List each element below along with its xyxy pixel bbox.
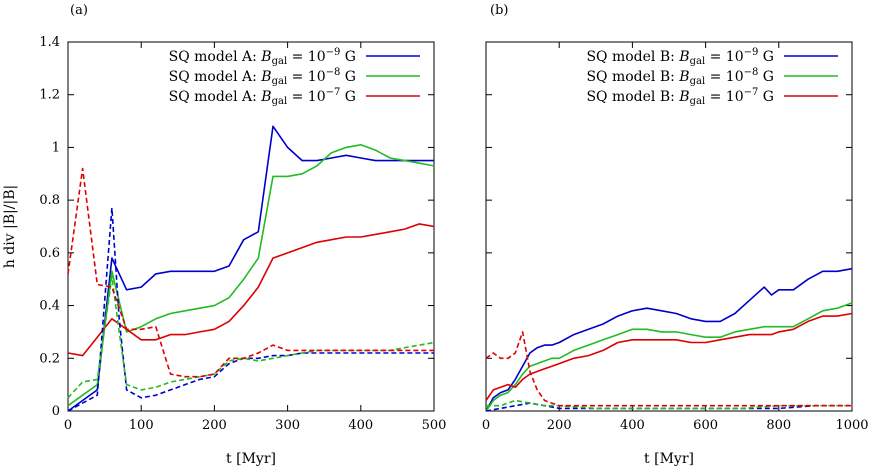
y-tick-label: 0.8: [39, 193, 60, 208]
y-tick-label: 0: [52, 404, 60, 419]
series-line-solid-2: [485, 312, 853, 401]
series-line-solid-2: [67, 223, 435, 357]
series-line-solid-0: [485, 267, 853, 412]
series-line-solid-1: [485, 302, 853, 412]
y-tick-label: 0.2: [39, 351, 60, 366]
panel-label: (b): [490, 3, 508, 18]
panel-label: (a): [70, 3, 88, 18]
x-tick-label: 800: [766, 418, 791, 433]
series-line-dashed-4: [67, 275, 435, 399]
x-tick-label: 400: [348, 418, 373, 433]
series-line-solid-1: [67, 144, 435, 407]
x-tick-label: 1000: [835, 418, 868, 433]
x-tick-label: 0: [64, 418, 72, 433]
series-line-dashed-5: [67, 167, 434, 378]
x-tick-label: 0: [482, 418, 490, 433]
y-tick-label: 1.2: [39, 88, 60, 103]
x-tick-label: 200: [202, 418, 227, 433]
y-tick-label: 0.6: [39, 246, 60, 261]
x-tick-label: 300: [275, 418, 300, 433]
y-tick-label: 1: [52, 140, 60, 155]
x-axis-label: t [Myr]: [226, 451, 276, 467]
plot-frame: [485, 41, 853, 412]
legend-label: SQ model A: Bgal = 10−8 G: [169, 67, 356, 87]
y-axis-label: h div |B|/|B|: [2, 185, 18, 268]
legend-label: SQ model A: Bgal = 10−7 G: [169, 87, 356, 107]
series-line-dashed-4: [486, 399, 852, 410]
panel-a: (a) 0 100 200 300 400 500 0 0.2 0.4 0.6 0.8 1 1.2 1.4 t…: [2, 3, 446, 467]
series-line-dashed-5: [485, 331, 852, 407]
legend-label: SQ model A: Bgal = 10−9 G: [169, 47, 356, 67]
y-tick-label: 0.4: [39, 299, 60, 314]
x-tick-label: 400: [620, 418, 645, 433]
x-tick-label: 100: [129, 418, 154, 433]
panel-b: (b) 0 200 400 600 800 1000 t [Myr] SQ model B: B…: [482, 3, 869, 467]
series-line-dashed-3: [67, 207, 434, 412]
legend-label: SQ model B: Bgal = 10−9 G: [586, 47, 774, 67]
legend-label: SQ model B: Bgal = 10−8 G: [586, 67, 774, 87]
x-tick-label: 200: [547, 418, 572, 433]
y-tick-label: 1.4: [39, 35, 60, 50]
x-tick-label: 500: [422, 418, 447, 433]
x-tick-label: 600: [693, 418, 718, 433]
legend-label: SQ model B: Bgal = 10−7 G: [586, 87, 774, 107]
series-line-solid-0: [67, 125, 434, 412]
x-axis-label: t [Myr]: [644, 451, 694, 467]
